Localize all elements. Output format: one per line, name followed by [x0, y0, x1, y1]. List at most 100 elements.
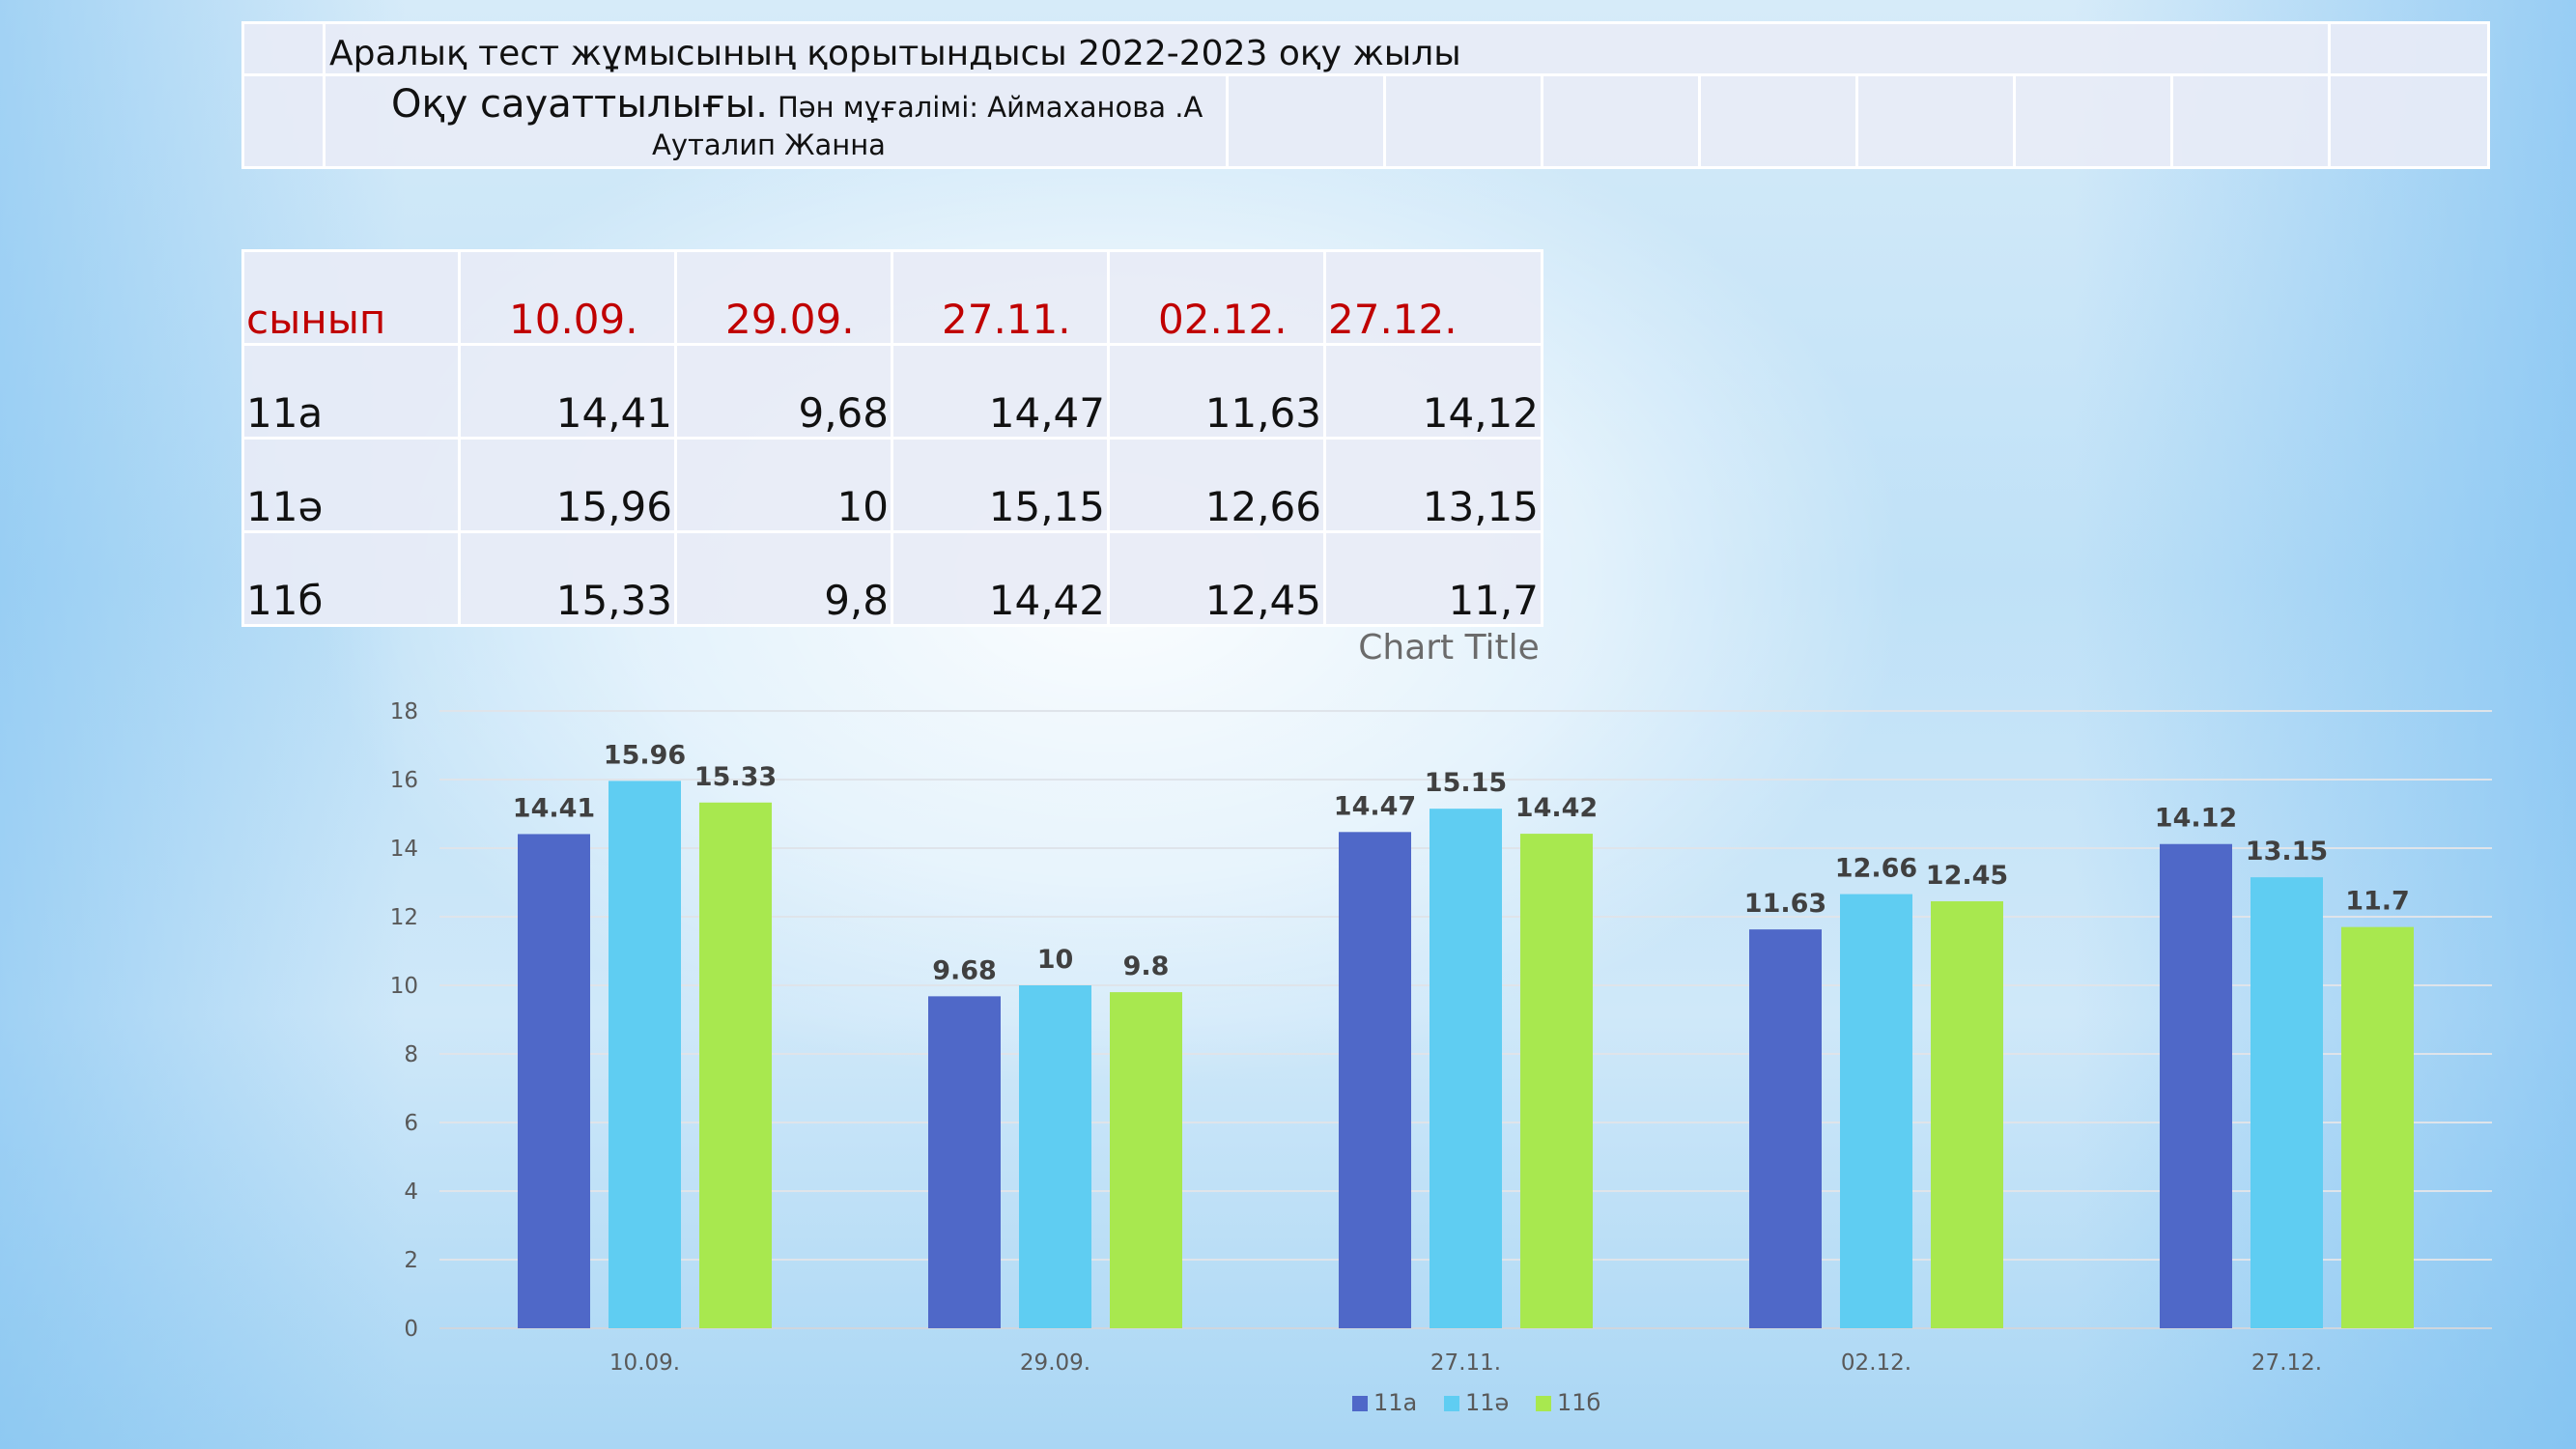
y-tick-label: 16 [390, 768, 418, 793]
table-cell: 11,63 [1107, 343, 1326, 440]
table-cell-class: 11ә [241, 437, 461, 533]
bar [1931, 901, 2003, 1328]
data-label: 13.15 [2246, 837, 2328, 867]
bar [518, 834, 590, 1328]
header-cell-empty [2013, 73, 2173, 169]
bar [1019, 985, 1091, 1328]
x-tick-label: 27.12. [2251, 1350, 2322, 1376]
results-table: сынып 10.09. 29.09. 27.11. 02.12. 27.12.… [241, 249, 1543, 627]
table-row: 11а 14,41 9,68 14,47 11,63 14,12 [241, 343, 1543, 440]
table-cell: 12,45 [1107, 530, 1326, 627]
bar [2250, 877, 2323, 1328]
chart-title: Chart Title [1358, 628, 1540, 668]
bar [699, 802, 772, 1328]
header-cell-empty [241, 73, 326, 169]
y-axis: 0 2 4 6 8 10 12 14 16 18 [390, 699, 418, 1342]
header-cell-empty [2328, 73, 2491, 169]
table-cell: 12,66 [1107, 437, 1326, 533]
chart-legend: 11а 11ә 11б [1352, 1389, 1600, 1416]
header-cell-empty [1698, 73, 1858, 169]
data-label: 14.12 [2155, 804, 2237, 834]
subject-cell: Оқу сауаттылығы. Пән мұғалімі: Аймаханова… [323, 73, 1229, 169]
y-tick-label: 18 [390, 699, 418, 724]
y-tick-label: 2 [404, 1248, 418, 1273]
bar [1339, 832, 1411, 1328]
data-label: 11.7 [2345, 887, 2410, 917]
bar [1520, 834, 1593, 1328]
background-left-glow [0, 0, 406, 1449]
table-cell: 10 [674, 437, 893, 533]
legend-label: 11а [1373, 1389, 1417, 1416]
header-cell-empty [2169, 73, 2332, 169]
x-tick-label: 10.09. [609, 1350, 680, 1376]
table-cell: 15,96 [458, 437, 677, 533]
bar [2341, 926, 2414, 1328]
header-cell-empty [1226, 73, 1386, 169]
column-header: 29.09. [674, 249, 893, 346]
teacher-name: Пән мұғалімі: Аймаханова .А [777, 91, 1203, 124]
header-cell-empty [1541, 73, 1701, 169]
table-cell: 13,15 [1323, 437, 1543, 533]
data-label: 9.8 [1123, 952, 1170, 981]
data-label: 14.47 [1334, 791, 1416, 821]
legend-swatch [1536, 1396, 1551, 1411]
legend-label: 11б [1557, 1389, 1600, 1416]
y-tick-label: 4 [404, 1179, 418, 1205]
x-tick-label: 29.09. [1020, 1350, 1090, 1376]
data-label: 9.68 [932, 955, 997, 985]
table-cell: 9,8 [674, 530, 893, 627]
bar [1749, 929, 1822, 1328]
y-tick-label: 14 [390, 837, 418, 862]
data-label: 10 [1037, 945, 1074, 975]
table-cell: 15,15 [891, 437, 1110, 533]
legend-swatch [1352, 1396, 1368, 1411]
legend-label: 11ә [1465, 1389, 1509, 1416]
table-row: 11б 15,33 9,8 14,42 12,45 11,7 [241, 530, 1543, 627]
legend-swatch [1444, 1396, 1459, 1411]
bar [928, 996, 1001, 1328]
data-label: 15.96 [604, 740, 686, 770]
table-cell: 14,12 [1323, 343, 1543, 440]
table-cell: 14,41 [458, 343, 677, 440]
student-name: Ауталип Жанна [652, 128, 886, 161]
x-tick-label: 27.11. [1430, 1350, 1501, 1376]
data-label: 14.42 [1515, 793, 1598, 823]
data-label: 12.66 [1835, 854, 1917, 884]
y-tick-label: 8 [404, 1042, 418, 1067]
header-cell-empty [2328, 21, 2491, 76]
data-label: 11.63 [1744, 889, 1826, 919]
bar [1840, 894, 1912, 1328]
y-tick-label: 0 [404, 1317, 418, 1342]
table-cell: 11,7 [1323, 530, 1543, 627]
column-header: 27.12. [1323, 249, 1543, 346]
header-cell-empty [1855, 73, 2016, 169]
table-cell: 14,47 [891, 343, 1110, 440]
bar [2160, 843, 2232, 1328]
data-label: 12.45 [1926, 861, 2008, 891]
header-cell-empty [241, 21, 326, 76]
table-cell: 9,68 [674, 343, 893, 440]
x-tick-label: 02.12. [1841, 1350, 1911, 1376]
table-header-row: сынып 10.09. 29.09. 27.11. 02.12. 27.12. [241, 249, 1543, 346]
y-tick-label: 12 [390, 905, 418, 930]
column-header: сынып [241, 249, 461, 346]
header-cell-empty [1383, 73, 1543, 169]
bar [609, 781, 681, 1328]
table-cell-class: 11а [241, 343, 461, 440]
y-tick-label: 6 [404, 1111, 418, 1136]
data-label: 15.33 [694, 762, 777, 792]
background-right-glow [2074, 0, 2576, 1449]
bar [1430, 809, 1502, 1328]
table-cell: 15,33 [458, 530, 677, 627]
bar-chart: 0 2 4 6 8 10 12 14 16 18 14.41 15.96 15.33 9.68 10 9.8… [390, 628, 2492, 1416]
table-cell: 14,42 [891, 530, 1110, 627]
column-header: 27.11. [891, 249, 1110, 346]
data-label: 15.15 [1425, 768, 1507, 798]
chart-bars: 14.41 15.96 15.33 9.68 10 9.8 14.47 15.15 14.42 1… [513, 740, 2414, 1328]
table-cell-class: 11б [241, 530, 461, 627]
bar [1110, 992, 1182, 1328]
table-row: 11ә 15,96 10 15,15 12,66 13,15 [241, 437, 1543, 533]
column-header: 10.09. [458, 249, 677, 346]
subject-name: Оқу сауаттылығы. [391, 82, 768, 127]
column-header: 02.12. [1107, 249, 1326, 346]
